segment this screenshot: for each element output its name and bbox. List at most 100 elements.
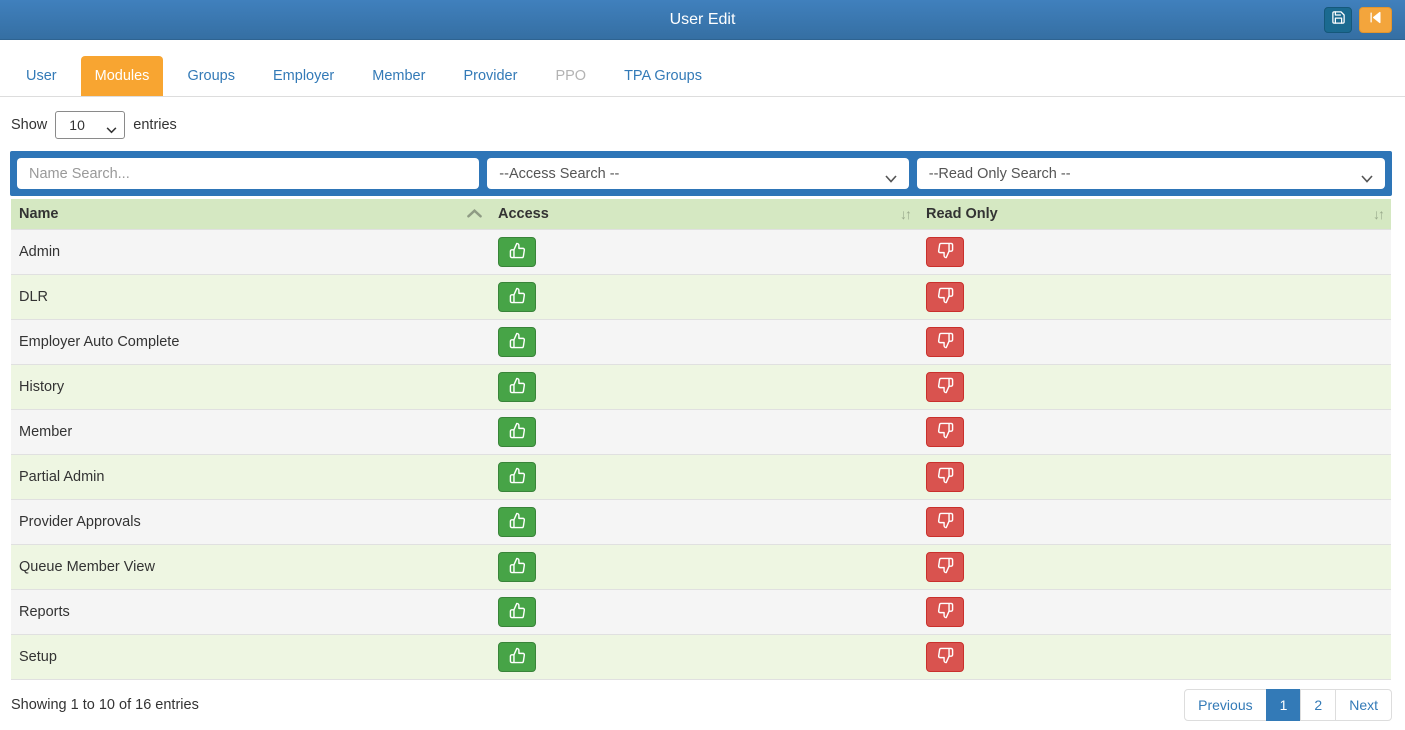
access-toggle-button[interactable] (498, 642, 536, 672)
name-search-input[interactable] (17, 158, 479, 189)
tab-user[interactable]: User (12, 56, 71, 96)
readonly-toggle-button[interactable] (926, 507, 964, 537)
table-footer: Showing 1 to 10 of 16 entries Previous 1… (11, 689, 1392, 721)
thumbs-up-icon (509, 557, 526, 577)
module-name: History (11, 364, 490, 409)
tab-groups[interactable]: Groups (173, 56, 249, 96)
module-name: Reports (11, 589, 490, 634)
thumbs-up-icon (509, 422, 526, 442)
access-toggle-button[interactable] (498, 282, 536, 312)
thumbs-up-icon (509, 647, 526, 667)
column-label: Name (19, 206, 59, 222)
table-row: Partial Admin (11, 454, 1391, 499)
title-bar-actions (1324, 7, 1392, 33)
tab-employer[interactable]: Employer (259, 56, 348, 96)
page-title: User Edit (0, 0, 1405, 39)
access-toggle-button[interactable] (498, 597, 536, 627)
thumbs-down-icon (937, 557, 954, 577)
entries-label: entries (133, 117, 177, 133)
access-toggle-button[interactable] (498, 462, 536, 492)
table-row: History (11, 364, 1391, 409)
thumbs-down-icon (937, 422, 954, 442)
tab-modules[interactable]: Modules (81, 56, 164, 96)
thumbs-down-icon (937, 467, 954, 487)
readonly-toggle-button[interactable] (926, 642, 964, 672)
module-name: Partial Admin (11, 454, 490, 499)
title-bar: User Edit (0, 0, 1405, 40)
table-row: Employer Auto Complete (11, 319, 1391, 364)
tab-provider[interactable]: Provider (449, 56, 531, 96)
access-toggle-button[interactable] (498, 507, 536, 537)
column-header-read-only[interactable]: Read Only ↓↑ (918, 199, 1391, 229)
tab-ppo: PPO (541, 56, 600, 96)
access-toggle-button[interactable] (498, 327, 536, 357)
table-row: Setup (11, 634, 1391, 679)
modules-table: Name Access ↓↑ Read Only ↓↑ (11, 199, 1391, 680)
save-button[interactable] (1324, 7, 1352, 33)
access-search-select[interactable]: --Access Search -- (487, 158, 908, 189)
readonly-toggle-button[interactable] (926, 462, 964, 492)
table-row: Member (11, 409, 1391, 454)
thumbs-down-icon (937, 377, 954, 397)
readonly-search-select[interactable]: --Read Only Search -- (917, 158, 1385, 189)
thumbs-down-icon (937, 242, 954, 262)
pagination-next[interactable]: Next (1335, 689, 1392, 721)
access-toggle-button[interactable] (498, 372, 536, 402)
readonly-toggle-button[interactable] (926, 372, 964, 402)
access-toggle-button[interactable] (498, 417, 536, 447)
table-header-row: Name Access ↓↑ Read Only ↓↑ (11, 199, 1391, 229)
module-name: Provider Approvals (11, 499, 490, 544)
pagination-previous[interactable]: Previous (1184, 689, 1266, 721)
table-row: Queue Member View (11, 544, 1391, 589)
table-row: Provider Approvals (11, 499, 1391, 544)
chevron-up-icon (467, 206, 482, 222)
module-name: Queue Member View (11, 544, 490, 589)
go-back-button[interactable] (1359, 7, 1392, 33)
sort-both-icon: ↓↑ (1373, 206, 1383, 222)
skip-back-icon (1368, 10, 1383, 30)
table-row: DLR (11, 274, 1391, 319)
sort-both-icon: ↓↑ (900, 206, 910, 222)
module-name: Setup (11, 634, 490, 679)
thumbs-up-icon (509, 602, 526, 622)
thumbs-up-icon (509, 242, 526, 262)
entries-summary: Showing 1 to 10 of 16 entries (11, 697, 199, 713)
thumbs-down-icon (937, 647, 954, 667)
thumbs-up-icon (509, 512, 526, 532)
module-name: DLR (11, 274, 490, 319)
thumbs-up-icon (509, 377, 526, 397)
readonly-toggle-button[interactable] (926, 237, 964, 267)
readonly-toggle-button[interactable] (926, 282, 964, 312)
thumbs-down-icon (937, 332, 954, 352)
module-name: Employer Auto Complete (11, 319, 490, 364)
module-name: Admin (11, 229, 490, 274)
filter-bar: --Access Search -- --Read Only Search -- (10, 151, 1392, 196)
module-name: Member (11, 409, 490, 454)
pagination-page-2[interactable]: 2 (1300, 689, 1336, 721)
readonly-toggle-button[interactable] (926, 417, 964, 447)
tab-tpa-groups[interactable]: TPA Groups (610, 56, 716, 96)
column-header-name[interactable]: Name (11, 199, 490, 229)
pagination: Previous 1 2 Next (1184, 689, 1392, 721)
table-row: Admin (11, 229, 1391, 274)
column-label: Access (498, 206, 549, 222)
pagination-page-1[interactable]: 1 (1266, 689, 1302, 721)
thumbs-down-icon (937, 602, 954, 622)
column-header-access[interactable]: Access ↓↑ (490, 199, 918, 229)
readonly-toggle-button[interactable] (926, 552, 964, 582)
tab-member[interactable]: Member (358, 56, 439, 96)
table-row: Reports (11, 589, 1391, 634)
readonly-toggle-button[interactable] (926, 327, 964, 357)
show-label: Show (11, 117, 47, 133)
thumbs-up-icon (509, 287, 526, 307)
page-size-select[interactable]: 10 (55, 111, 125, 139)
page-length-control: Show 10 entries (11, 111, 1405, 139)
column-label: Read Only (926, 206, 998, 222)
readonly-toggle-button[interactable] (926, 597, 964, 627)
thumbs-down-icon (937, 287, 954, 307)
tab-bar: User Modules Groups Employer Member Prov… (0, 56, 1405, 97)
access-toggle-button[interactable] (498, 237, 536, 267)
save-icon (1331, 10, 1346, 30)
access-toggle-button[interactable] (498, 552, 536, 582)
thumbs-up-icon (509, 332, 526, 352)
